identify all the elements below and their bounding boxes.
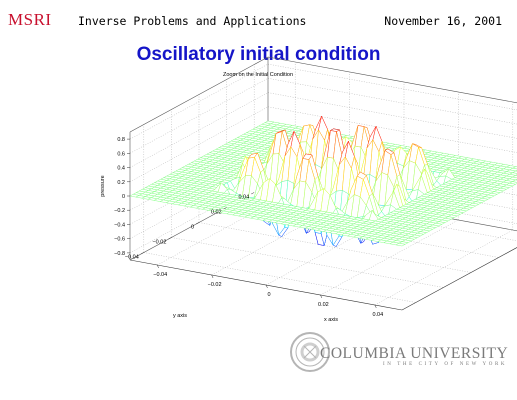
- z-tick-label: 0.4: [117, 166, 125, 172]
- z-tick-label: −0.4: [114, 222, 125, 228]
- msri-logo: MSRI: [8, 10, 52, 29]
- x-tick-mark: [211, 274, 214, 279]
- y-axis-line: [401, 247, 517, 311]
- x-tick-mark: [320, 294, 323, 299]
- grid-line: [267, 106, 517, 153]
- chart-title: Zoom on the Initial Condition: [223, 72, 293, 78]
- grid-line: [171, 237, 444, 288]
- x-tick-label: 0.02: [318, 302, 329, 308]
- x-tick-label: 0: [267, 292, 270, 298]
- z-tick-label: 0.8: [117, 137, 125, 143]
- z-tick-label: −0.2: [114, 208, 125, 214]
- university-name: COLUMBIA UNIVERSITY: [320, 345, 509, 362]
- x-tick-mark: [156, 264, 159, 269]
- grid-line: [198, 222, 472, 273]
- grid-line: [320, 219, 459, 296]
- grid-line: [129, 92, 269, 168]
- university-city-line: IN THE CITY OF NEW YORK: [383, 362, 508, 367]
- y-tick-label: −0.02: [152, 240, 166, 246]
- y-axis-label: y axis: [173, 313, 187, 319]
- grid-line: [267, 78, 517, 125]
- z-tick-label: −0.6: [114, 237, 125, 243]
- grid-line: [267, 92, 517, 139]
- surface-cell: [395, 242, 406, 247]
- axis-box-edge: [129, 56, 269, 133]
- y-tick-label: 0.02: [211, 210, 222, 216]
- y-tick-mark: [140, 252, 144, 255]
- plot-labels: Zoom on the Initial Condition x axis y a…: [100, 72, 338, 323]
- x-tick-label: −0.04: [153, 272, 167, 278]
- y-tick-label: 0: [191, 225, 194, 231]
- columbia-seal-icon: [290, 332, 330, 372]
- slide-title: Oscillatory initial condition: [136, 44, 381, 65]
- axis-box-edge: [267, 56, 517, 104]
- x-axis-label: x axis: [324, 317, 338, 323]
- z-tick-label: 0.2: [117, 180, 125, 186]
- z-tick-label: 0.6: [117, 151, 125, 157]
- z-tick-label: −0.8: [114, 251, 125, 257]
- grid-line: [129, 78, 269, 154]
- y-tick-label: 0.04: [238, 195, 249, 201]
- grid-line: [143, 252, 416, 303]
- grid-line: [129, 63, 269, 140]
- y-tick-mark: [223, 207, 227, 210]
- slide-header: MSRI Inverse Problems and Applications N…: [0, 0, 517, 34]
- x-tick-mark: [374, 304, 377, 309]
- columbia-logo: [290, 332, 330, 372]
- talk-title: Inverse Problems and Applications: [78, 14, 307, 28]
- z-axis-label: pressure: [100, 175, 106, 196]
- surface-mesh: [129, 115, 517, 248]
- y-tick-mark: [168, 237, 172, 240]
- grid-line: [374, 229, 513, 306]
- x-tick-mark: [265, 284, 268, 289]
- y-tick-label: −0.04: [125, 255, 139, 261]
- z-tick-label: 0: [122, 194, 125, 200]
- plot-axes-front: −0.04 −0.02 0 0.02 0.04 −0.04 −0.02 0 0.02 0.04 −0…: [114, 137, 517, 318]
- y-tick-mark: [251, 192, 255, 195]
- grid-line: [267, 63, 517, 111]
- y-tick-mark: [195, 222, 200, 225]
- x-tick-label: 0.04: [372, 312, 383, 318]
- talk-date: November 16, 2001: [384, 14, 502, 28]
- x-tick-label: −0.02: [208, 282, 222, 288]
- grid-line: [129, 106, 269, 182]
